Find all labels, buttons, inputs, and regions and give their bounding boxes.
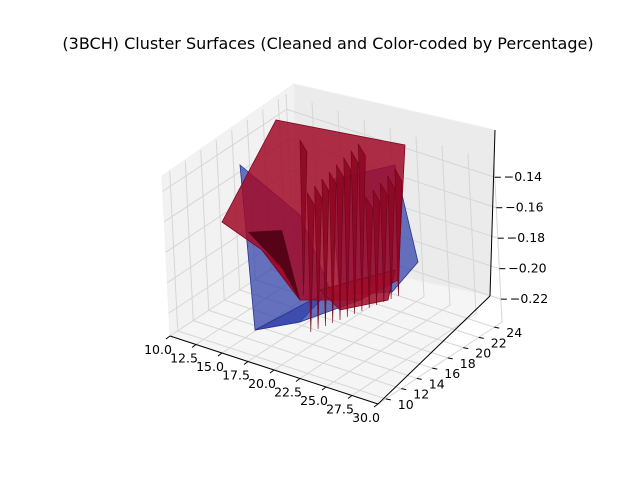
x-tick-label: 22.5 [274,385,302,400]
z-gridline [162,108,495,192]
z-tick-label: −0.20 [508,261,546,276]
y-tick-mark [416,377,422,380]
cluster-surfaces [221,119,419,333]
z-tick-label: −0.14 [504,169,542,184]
x-tick-mark [191,344,197,348]
y-tick-label: 18 [460,356,476,371]
red-surface-spike [321,178,330,327]
x-tick-mark [347,395,353,399]
red-surface-spike [372,189,381,306]
y-tick-label: 20 [475,346,491,361]
x-tick-mark [373,403,379,408]
y-gridline [169,170,386,400]
y-tick-label: 12 [413,387,429,402]
red-surface-spike [380,182,388,303]
y-gridline [184,160,402,390]
red-surface-spike [387,175,395,300]
y-tick-label: 22 [491,335,507,350]
y-tick-label: 14 [429,376,445,391]
x-tick-mark [321,386,327,391]
y-axis-line [377,295,491,405]
y-tick-label: 24 [506,325,522,340]
red-cluster-surface [221,119,406,333]
x-tick-mark [243,361,249,365]
z-axis-ticks: −0.14 −0.16 −0.18 −0.20 −0.22 [494,169,548,306]
x-gridline [299,136,425,379]
y-tick-mark [385,398,391,401]
y-tick-mark [494,326,500,329]
x-tick-label: 25.0 [300,393,328,408]
x-tick-label: 15.0 [196,359,224,374]
red-surface-spike [336,163,344,321]
red-surface-spike [394,168,403,297]
red-surface-spike [328,171,337,324]
x-axis-ticks: 10.012.515.017.520.022.525.027.530.0 [144,335,380,425]
red-surface-fold [248,230,300,300]
x-tick-label: 20.0 [248,376,276,391]
y-tick-mark [447,357,453,360]
x-tick-mark [217,352,223,357]
red-surface-spike [314,185,322,330]
x-tick-label: 27.5 [326,402,354,417]
chart-title: (3BCH) Cluster Surfaces (Cleaned and Col… [62,34,593,53]
x-tick-label: 12.5 [170,351,198,366]
y-gridline [200,150,417,379]
y-tick-label: 16 [444,366,460,381]
x-tick-label: 30.0 [352,410,380,425]
red-surface-spike [343,156,352,318]
y-tick-label: 10 [398,397,414,412]
x-tick-label: 10.0 [144,342,172,357]
y-gridline [215,140,433,369]
red-surface-spike [358,142,366,312]
y-gridline [231,129,448,359]
x-gridline [377,161,503,405]
red-surface-spike [307,192,315,333]
z-tick-label: −0.18 [507,230,545,245]
red-surface-spike [365,196,374,309]
red-surface-spike [299,138,308,296]
x-tick-mark [269,369,275,374]
y-tick-mark [463,347,469,350]
y-tick-mark [401,388,407,391]
z-tick-label: −0.22 [510,291,548,306]
y-tick-mark [432,367,438,370]
y-tick-mark [478,336,484,339]
x-tick-mark [165,335,171,340]
z-tick-label: −0.16 [505,200,543,215]
z-axis-line [489,129,496,297]
red-surface-spike [350,149,359,315]
x-gridline [351,153,477,396]
x-tick-label: 17.5 [222,368,250,383]
x-tick-mark [295,378,301,382]
x-gridline [325,144,451,388]
